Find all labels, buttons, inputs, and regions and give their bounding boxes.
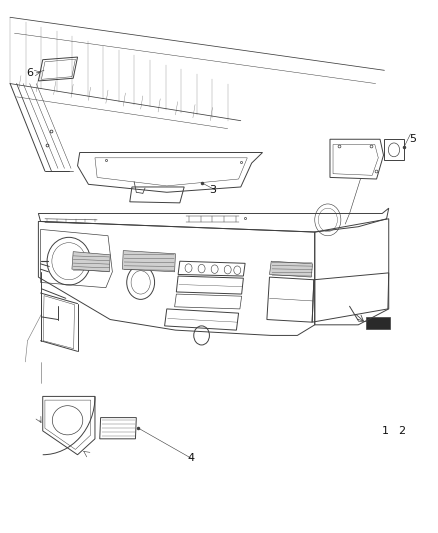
Text: 5: 5	[409, 134, 416, 144]
Text: 4: 4	[187, 454, 194, 463]
Polygon shape	[122, 251, 176, 272]
Text: 1: 1	[382, 426, 389, 436]
Text: 6: 6	[26, 68, 33, 78]
Polygon shape	[269, 261, 313, 277]
Text: 2: 2	[398, 426, 405, 436]
Polygon shape	[72, 252, 110, 272]
FancyBboxPatch shape	[366, 317, 390, 329]
Text: 3: 3	[209, 184, 216, 195]
